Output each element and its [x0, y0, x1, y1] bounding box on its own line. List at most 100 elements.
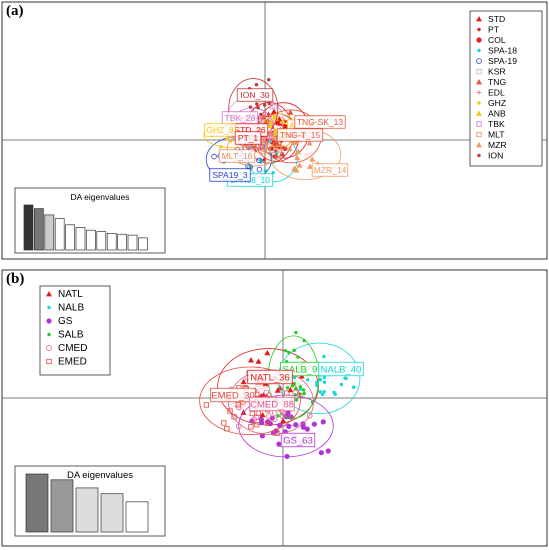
panel-frame: [1, 269, 548, 547]
centroid-label-box: [249, 396, 295, 412]
point-natl: [259, 411, 266, 418]
point-cmed: [279, 413, 286, 419]
legend-marker-spa-19: [476, 58, 482, 64]
eigenvalues-inset: DA eigenvalues: [14, 465, 166, 537]
centroid-label-text: TNG-SK_13: [297, 117, 344, 127]
centroid-label-text: EMED_30: [211, 390, 254, 401]
centroid-label-box: [276, 128, 324, 142]
legend-label-cmed: CMED: [58, 343, 87, 354]
point-gs: [276, 441, 282, 447]
centroid-label-text: MZR_14: [314, 165, 347, 175]
point-ion: [267, 101, 271, 106]
spoke-natl: [265, 383, 269, 387]
point-gs: [304, 426, 310, 432]
point-salb: [290, 384, 295, 388]
eigenvalue-bar: [23, 204, 34, 251]
spoke-mzr: [297, 152, 306, 155]
point-cmed: [235, 423, 242, 430]
point-mlt: [275, 144, 281, 151]
point-mzr: [296, 162, 303, 168]
spoke-gs: [285, 423, 301, 427]
legend-marker-gs: [46, 318, 52, 324]
point-ion: [259, 112, 263, 117]
centroid-label-text: MLT_16: [222, 151, 253, 161]
eigenvalue-bar: [50, 479, 74, 533]
legend-marker-cmed: [46, 345, 52, 351]
legend-marker-ghz: [477, 101, 481, 105]
point-natl: [240, 378, 247, 385]
legend-label-anb: ANB: [488, 109, 506, 119]
legend: NATL NALB GS SALB CMED EMED: [39, 285, 111, 376]
point-tng: [273, 152, 280, 159]
point-emed: [248, 424, 254, 430]
centroid-label-text: STD_26: [234, 125, 265, 135]
legend-label-spa-19: SPA-19: [488, 56, 517, 66]
eigenvalue-bar: [75, 487, 99, 533]
eigenvalue-bar: [75, 227, 86, 251]
spoke-gs: [279, 424, 287, 427]
eigenvalues-title: DA eigenvalues: [70, 192, 129, 202]
point-salb: [276, 414, 280, 418]
centroid-label-box: [204, 123, 236, 137]
point-nalb: [322, 390, 326, 394]
point-mlt: [261, 146, 268, 152]
point-ion: [255, 102, 259, 106]
point-emed: [221, 420, 227, 426]
legend-label-tbk: TBK: [488, 119, 505, 129]
point-ion: [256, 106, 260, 110]
point-gs: [259, 433, 266, 439]
centroid-label-text: ION_30: [240, 90, 270, 100]
point-tng: [273, 139, 280, 146]
legend-label-tng: TNG: [488, 77, 506, 87]
eigenvalue-bar: [86, 229, 96, 251]
point-mzr: [306, 140, 313, 146]
eigenvalue-bar: [106, 233, 117, 251]
centroid-label-text: SALB_9: [283, 364, 318, 375]
eigenvalue-bar: [96, 231, 107, 251]
centroid-label-text: TNG-T_15: [280, 130, 320, 140]
point-nalb: [339, 382, 344, 387]
point-mzr: [306, 163, 313, 169]
point-nalb: [298, 387, 302, 392]
ellipse-emed: [199, 366, 301, 436]
legend-label-mzr: MZR: [488, 140, 507, 150]
point-salb: [298, 385, 303, 389]
point-spa-19: [211, 153, 217, 160]
centroid-label-nalb: NALB_40: [318, 361, 364, 377]
legend-marker-spa-18: [477, 48, 481, 53]
point-salb: [292, 348, 296, 353]
centroid-label-text: NALB_40: [321, 364, 362, 375]
point-nalb: [318, 390, 322, 394]
legend-label-emed: EMED: [58, 357, 87, 368]
centroid-label-text: GS_63: [283, 435, 313, 446]
centroid-label-gs: GS_63: [280, 432, 316, 448]
legend-marker-mlt: [476, 131, 482, 138]
eigenvalue-bar: [127, 234, 138, 251]
legend-marker-emed: [46, 358, 52, 365]
point-natl: [248, 357, 255, 363]
eigenvalues-inset: DA eigenvalues: [14, 187, 166, 254]
centroid-label-box: [209, 168, 251, 182]
spoke-emed: [238, 400, 251, 412]
centroid-label-natl: NATL_36: [247, 369, 293, 385]
legend-marker-natl: [46, 291, 52, 297]
legend-marker-nalb: [47, 305, 51, 310]
centroid-label-text: NATL_36: [250, 372, 289, 383]
point-salb: [283, 348, 288, 353]
point-std: [270, 108, 277, 114]
point-natl: [264, 349, 271, 356]
point-cmed: [271, 416, 278, 423]
point-nalb: [305, 378, 310, 382]
point-natl: [255, 358, 262, 364]
spoke-salb: [293, 376, 308, 393]
eigenvalue-bar: [44, 214, 55, 251]
centroid-label-box: [210, 387, 256, 403]
spoke-ion: [250, 108, 254, 111]
point-cmed: [306, 412, 313, 419]
legend-marker-pt: [477, 27, 481, 32]
centroid-label-box: [294, 115, 346, 129]
legend-marker-ksr: [476, 68, 482, 75]
spoke-mzr: [301, 154, 306, 170]
eigenvalue-bar: [117, 233, 127, 251]
